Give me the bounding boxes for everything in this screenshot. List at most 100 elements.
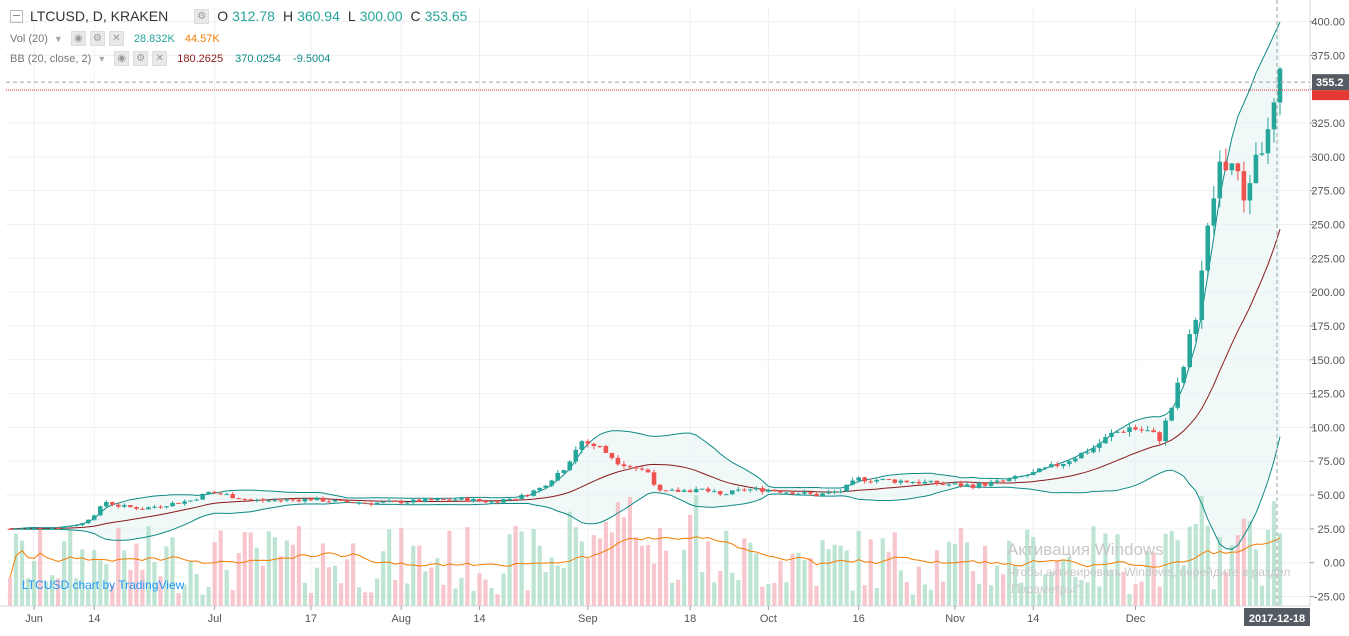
volume-bar bbox=[344, 559, 350, 606]
volume-bar bbox=[296, 526, 302, 606]
candle-body bbox=[880, 478, 886, 480]
candle-body bbox=[368, 503, 374, 505]
bb-lower-line bbox=[10, 436, 1281, 550]
candle-body bbox=[248, 499, 254, 501]
volume-bar bbox=[880, 538, 885, 606]
candle-body bbox=[1211, 198, 1217, 226]
candle-body bbox=[19, 528, 25, 530]
settings-icon[interactable]: ⚙ bbox=[194, 8, 210, 24]
volume-bar bbox=[1115, 534, 1120, 606]
volume-bar bbox=[350, 543, 356, 606]
candle-body bbox=[122, 505, 127, 507]
bb-lower-value: -9.5004 bbox=[293, 52, 331, 65]
tradingview-watermark[interactable]: LTCUSD chart by TradingView bbox=[22, 578, 185, 592]
close-icon[interactable]: ✕ bbox=[152, 51, 168, 66]
settings-icon[interactable]: ⚙ bbox=[133, 51, 149, 66]
price-tick-label: 125.00 bbox=[1311, 389, 1345, 401]
time-axis: Jun 14 Jul 17 Aug 14 Sep 18 Oct 16 Nov 14 Dec 2017-12… bbox=[0, 605, 1310, 626]
close-label: C bbox=[410, 8, 421, 24]
dropdown-arrow-icon[interactable]: ▼ bbox=[53, 33, 63, 44]
volume-bar bbox=[483, 579, 488, 606]
volume-bar bbox=[790, 553, 795, 606]
candle-body bbox=[916, 482, 922, 484]
candle-body bbox=[447, 499, 452, 501]
candle-body bbox=[988, 481, 994, 486]
candle-body bbox=[904, 480, 910, 483]
volume-bar bbox=[387, 529, 392, 606]
volume-bar bbox=[134, 543, 139, 606]
close-icon[interactable]: ✕ bbox=[108, 31, 124, 46]
candle-body bbox=[1036, 468, 1042, 473]
volume-bar bbox=[663, 550, 669, 606]
volume-bar bbox=[1139, 581, 1144, 606]
candle-body bbox=[104, 502, 109, 507]
volume-bar bbox=[1085, 582, 1090, 606]
volume-bar bbox=[218, 530, 223, 606]
time-tick-label: Jun bbox=[25, 613, 43, 625]
price-tick-label: 300.00 bbox=[1311, 152, 1345, 164]
candle-body bbox=[826, 492, 831, 494]
volume-bar bbox=[651, 563, 657, 606]
candle-body bbox=[1217, 161, 1223, 199]
candle-body bbox=[501, 499, 506, 503]
volume-bar bbox=[868, 539, 873, 606]
settings-icon[interactable]: ⚙ bbox=[89, 31, 105, 46]
candle-body bbox=[1241, 171, 1247, 201]
volume-bar bbox=[814, 585, 819, 606]
candle-body bbox=[218, 493, 223, 495]
volume-bar bbox=[182, 584, 187, 606]
candle-body bbox=[206, 491, 211, 494]
candle-body bbox=[754, 488, 759, 490]
volume-bar bbox=[1103, 533, 1108, 606]
volume-bar bbox=[326, 567, 332, 606]
volume-bar bbox=[320, 543, 326, 606]
volume-bars bbox=[7, 495, 1283, 606]
eye-icon[interactable]: ◉ bbox=[114, 51, 130, 66]
candle-body bbox=[639, 468, 645, 470]
candle-body bbox=[850, 480, 855, 485]
volume-bar bbox=[609, 532, 615, 606]
collapse-legend-icon[interactable] bbox=[10, 9, 23, 23]
volume-bar bbox=[952, 544, 958, 606]
volume-bar bbox=[272, 537, 277, 606]
candle-body bbox=[832, 491, 837, 493]
dropdown-arrow-icon[interactable]: ▼ bbox=[97, 53, 107, 64]
candle-body bbox=[314, 497, 320, 501]
volume-bar bbox=[898, 570, 903, 606]
volume-bar bbox=[549, 557, 554, 606]
candle-body bbox=[633, 466, 639, 469]
candle-body bbox=[320, 497, 326, 502]
volume-bar bbox=[369, 592, 374, 606]
volume-bar bbox=[754, 553, 759, 606]
volume-bar bbox=[838, 545, 843, 606]
candle-body bbox=[278, 500, 284, 502]
candle-body bbox=[350, 502, 356, 504]
volume-bar bbox=[1079, 579, 1084, 606]
volume-bar bbox=[519, 531, 524, 606]
candle-body bbox=[296, 499, 302, 502]
candle-body bbox=[73, 525, 79, 527]
volume-bar bbox=[958, 527, 964, 606]
volume-bar bbox=[525, 590, 530, 606]
volume-bar bbox=[1151, 552, 1156, 606]
candle-body bbox=[176, 502, 181, 504]
volume-bar bbox=[892, 532, 897, 606]
volume-bar bbox=[706, 541, 711, 606]
eye-icon[interactable]: ◉ bbox=[70, 31, 86, 46]
candle-body bbox=[1235, 163, 1241, 172]
volume-bar bbox=[381, 551, 386, 606]
candle-body bbox=[549, 480, 554, 486]
symbol-title: LTCUSD, D, KRAKEN bbox=[30, 8, 169, 24]
candle-body bbox=[242, 499, 248, 501]
volume-bar bbox=[976, 583, 982, 606]
candle-body bbox=[37, 527, 43, 529]
volume-bar bbox=[7, 577, 13, 606]
volume-bar bbox=[946, 541, 952, 606]
volume-bar bbox=[633, 536, 639, 606]
volume-bar bbox=[970, 571, 976, 606]
volume-bar bbox=[1121, 571, 1126, 606]
volume-bar bbox=[940, 581, 946, 606]
crosshair-date-box bbox=[1244, 608, 1310, 626]
